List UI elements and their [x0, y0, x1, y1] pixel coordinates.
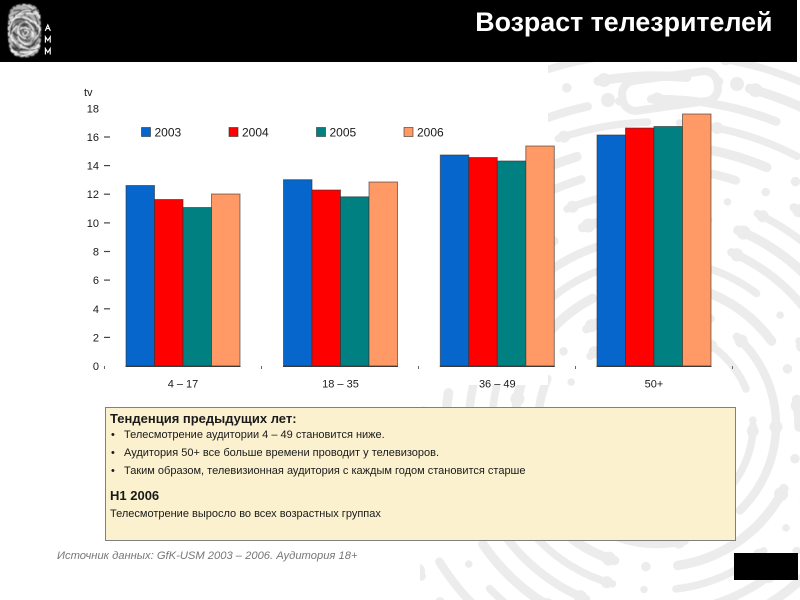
svg-text:2006: 2006 [417, 126, 444, 140]
svg-text:2003: 2003 [155, 126, 182, 140]
svg-text:2: 2 [93, 332, 99, 344]
svg-text:12: 12 [87, 189, 99, 201]
svg-text:14: 14 [87, 161, 99, 173]
svg-text:tv: tv [84, 87, 93, 99]
svg-text:18: 18 [87, 103, 99, 115]
svg-text:50+: 50+ [645, 379, 664, 391]
svg-text:8: 8 [93, 247, 99, 259]
svg-text:6: 6 [93, 275, 99, 287]
svg-text:10: 10 [87, 218, 99, 230]
svg-text:4: 4 [93, 304, 99, 316]
svg-text:2005: 2005 [330, 126, 357, 140]
svg-text:2004: 2004 [242, 126, 269, 140]
svg-text:36 – 49: 36 – 49 [479, 379, 516, 391]
svg-text:16: 16 [87, 132, 99, 144]
svg-text:18 – 35: 18 – 35 [322, 379, 359, 391]
svg-text:0: 0 [93, 361, 99, 373]
svg-text:4 – 17: 4 – 17 [168, 379, 199, 391]
